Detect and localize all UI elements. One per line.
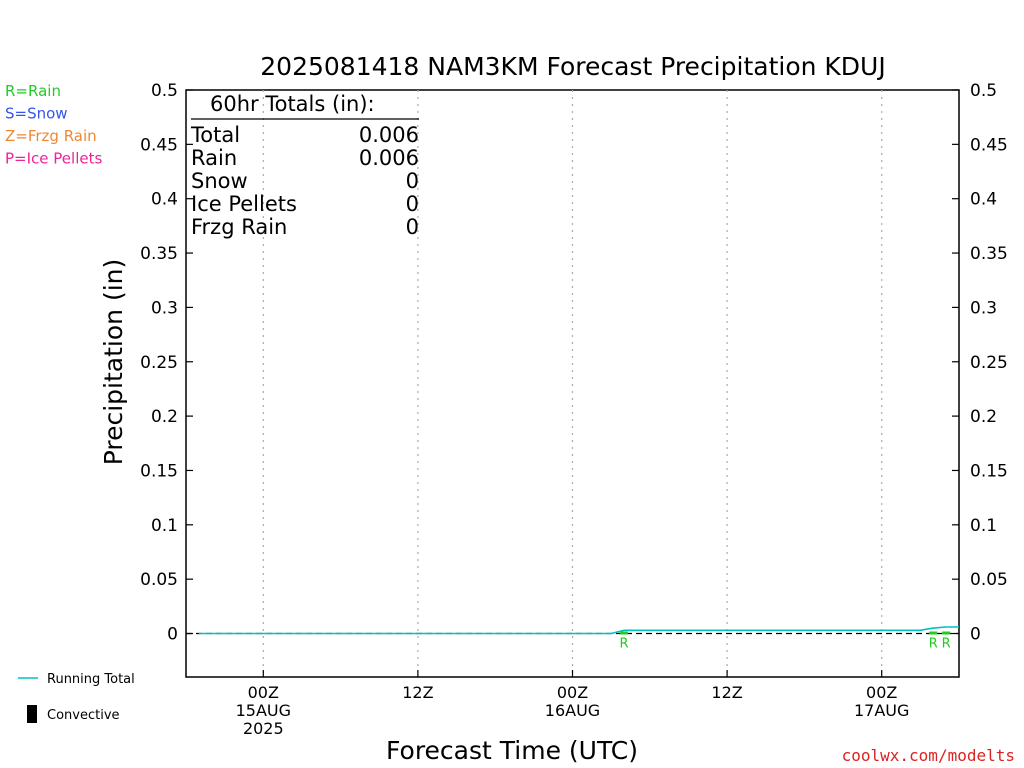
y-tick-label-right: 0.35 — [970, 244, 1008, 264]
y-tick-label-left: 0.15 — [140, 461, 178, 481]
series-line-running-total — [198, 626, 959, 635]
y-tick-label-right: 0 — [970, 625, 981, 645]
grid-lines — [262, 90, 883, 677]
ptype-legend-item: S=Snow — [5, 105, 68, 123]
x-tick-label: 17AUG — [854, 701, 909, 720]
totals-row-value: 0 — [406, 215, 419, 239]
y-tick-label-right: 0.05 — [970, 570, 1008, 590]
y-tick-label-right: 0.15 — [970, 461, 1008, 481]
line-legend-label: Running Total — [47, 672, 135, 687]
y-axis-right: 0 0.05 0.1 0.15 0.2 0.25 0.3 0.35 0.4 0.45 0.5 — [952, 81, 1008, 645]
y-tick-label-left: 0.25 — [140, 353, 178, 373]
x-tick-label: 16AUG — [545, 701, 600, 720]
y-tick-label-left: 0.45 — [140, 135, 178, 155]
x-tick-label: 12Z — [711, 683, 742, 702]
series-group — [198, 626, 959, 635]
y-tick-label-left: 0.35 — [140, 244, 178, 264]
ptype-legend-item: R=Rain — [5, 82, 61, 100]
totals-box: 60hr Totals (in): Total 0.006 Rain 0.006 Sno… — [190, 92, 419, 239]
credit-text: coolwx.com/modelts — [842, 746, 1015, 765]
totals-row-label: Ice Pellets — [191, 192, 297, 216]
y-tick-label-left: 0.3 — [151, 298, 178, 318]
rain-bar — [942, 631, 951, 635]
y-tick-label-right: 0.3 — [970, 298, 997, 318]
y-tick-label-right: 0.5 — [970, 81, 997, 101]
x-tick-label: 2025 — [243, 719, 284, 738]
y-tick-label-right: 0.2 — [970, 407, 997, 427]
ptype-legend-item: Z=Frzg Rain — [5, 127, 97, 145]
ptype-legend-item: P=Ice Pellets — [5, 150, 102, 168]
y-tick-label-left: 0.05 — [140, 570, 178, 590]
y-tick-label-left: 0.1 — [151, 516, 178, 536]
totals-row-label: Rain — [191, 146, 237, 170]
totals-row-label: Snow — [191, 169, 248, 193]
rain-marker-label: R — [929, 637, 938, 652]
convective-legend-swatch — [27, 705, 37, 723]
y-tick-label-right: 0.45 — [970, 135, 1008, 155]
x-tick-label: 00Z — [866, 683, 897, 702]
x-tick-label: 00Z — [557, 683, 588, 702]
rain-marker-label: R — [620, 637, 629, 652]
totals-row-value: 0.006 — [359, 146, 419, 170]
totals-row-value: 0.006 — [359, 123, 419, 147]
totals-rows: Total 0.006 Rain 0.006 Snow 0 Ice Pellets 0 Frzg… — [190, 123, 419, 239]
line-legend: Running Total Convective — [18, 672, 135, 723]
y-tick-label-right: 0.25 — [970, 353, 1008, 373]
x-tick-label: 12Z — [402, 683, 433, 702]
line-legend-label: Convective — [47, 708, 120, 723]
totals-row-value: 0 — [406, 192, 419, 216]
totals-heading: 60hr Totals (in): — [210, 92, 375, 116]
rain-bar — [929, 631, 938, 635]
x-axis-label: Forecast Time (UTC) — [386, 736, 638, 765]
totals-row-value: 0 — [406, 169, 419, 193]
totals-row-label: Total — [190, 123, 240, 147]
y-tick-label-left: 0.2 — [151, 407, 178, 427]
rain-marker-label: R — [942, 637, 951, 652]
y-tick-label-left: 0 — [167, 625, 178, 645]
y-axis-left: 0 0.05 0.1 0.15 0.2 0.25 0.3 0.35 0.4 0.45 0.5 — [140, 81, 193, 645]
x-tick-label: 15AUG — [236, 701, 291, 720]
y-tick-label-left: 0.5 — [151, 81, 178, 101]
x-tick-label: 00Z — [248, 683, 279, 702]
y-tick-label-right: 0.1 — [970, 516, 997, 536]
rain-bar — [620, 631, 629, 635]
totals-row-label: Frzg Rain — [191, 215, 287, 239]
y-tick-label-left: 0.4 — [151, 190, 178, 210]
y-tick-label-right: 0.4 — [970, 190, 997, 210]
chart-title: 2025081418 NAM3KM Forecast Precipitation… — [260, 52, 885, 81]
y-axis-label: Precipitation (in) — [99, 259, 128, 466]
ptype-legend: R=Rain S=Snow Z=Frzg Rain P=Ice Pellets — [5, 82, 102, 168]
